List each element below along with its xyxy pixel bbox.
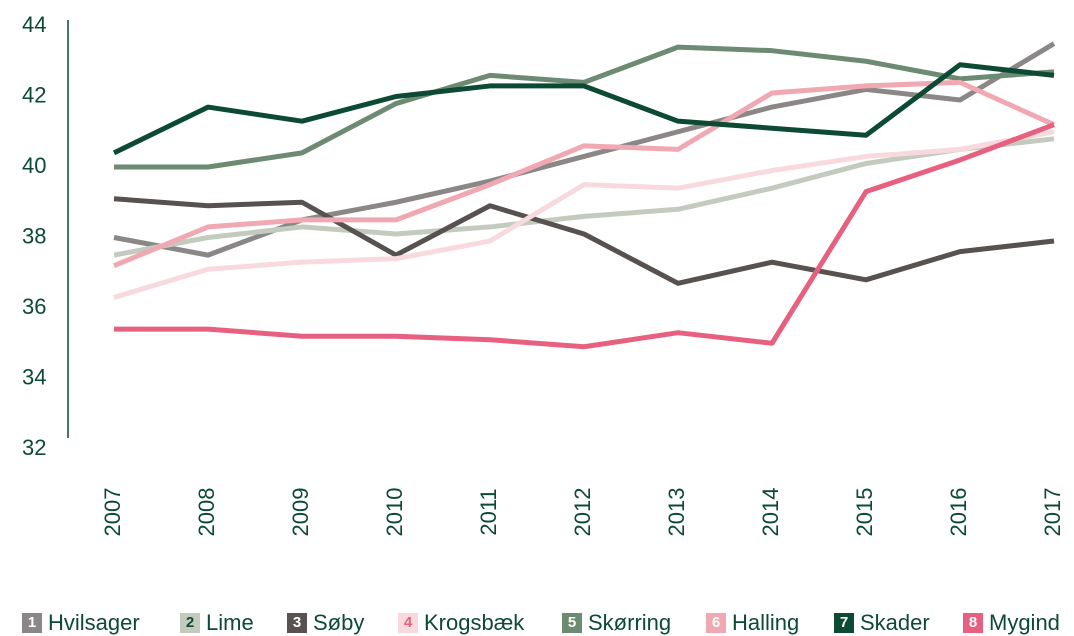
legend-number: 4 (404, 614, 413, 631)
legend-swatch (963, 613, 983, 633)
x-tick-label: 2011 (476, 488, 501, 535)
x-tick-label: 2012 (570, 488, 595, 537)
legend-swatch (287, 613, 307, 633)
x-tick-label: 2016 (946, 488, 971, 537)
legend-swatch (180, 613, 200, 633)
legend-swatch (706, 613, 726, 633)
legend-label: Hvilsager (48, 610, 140, 635)
legend-swatch (562, 613, 582, 633)
legend-label: Krogsbæk (424, 610, 525, 635)
y-tick-label: 42 (22, 82, 46, 107)
y-tick-label: 44 (22, 12, 46, 37)
y-tick-label: 40 (22, 153, 46, 178)
legend-swatch (834, 613, 854, 633)
legend-label: Mygind (989, 610, 1060, 635)
x-tick-label: 2017 (1040, 488, 1065, 537)
legend-number: 2 (186, 614, 194, 631)
x-tick-label: 2009 (288, 488, 313, 537)
y-tick-label: 34 (22, 364, 46, 389)
legend-number: 8 (969, 614, 977, 631)
series-line (114, 44, 1055, 170)
y-tick-label: 32 (22, 435, 46, 460)
legend-label: Lime (206, 610, 254, 635)
legend-number: 7 (840, 614, 848, 631)
series-line (113, 79, 1056, 269)
x-tick-label: 2010 (382, 488, 407, 537)
legend-label: Søby (313, 610, 364, 635)
y-tick-label: 36 (22, 294, 46, 319)
legend-number: 1 (28, 614, 36, 631)
x-tick-label: 2013 (664, 488, 689, 537)
series-line (112, 62, 1055, 156)
x-tick-label: 2015 (852, 488, 877, 537)
x-tick-label: 2008 (194, 488, 219, 537)
legend-swatch (22, 613, 42, 633)
series-line (114, 122, 1055, 350)
legend-label: Skørring (588, 610, 671, 635)
legend-label: Halling (732, 610, 799, 635)
series-line (113, 196, 1055, 286)
x-tick-label: 2007 (100, 488, 125, 537)
series-line (113, 136, 1055, 258)
series-line (113, 129, 1055, 300)
y-tick-label: 38 (22, 223, 46, 248)
legend-number: 5 (568, 614, 576, 631)
legend-number: 3 (293, 614, 301, 631)
legend-number: 6 (712, 614, 720, 631)
legend-swatch (398, 613, 418, 633)
x-tick-label: 2014 (758, 488, 783, 537)
legend-label: Skader (860, 610, 930, 635)
